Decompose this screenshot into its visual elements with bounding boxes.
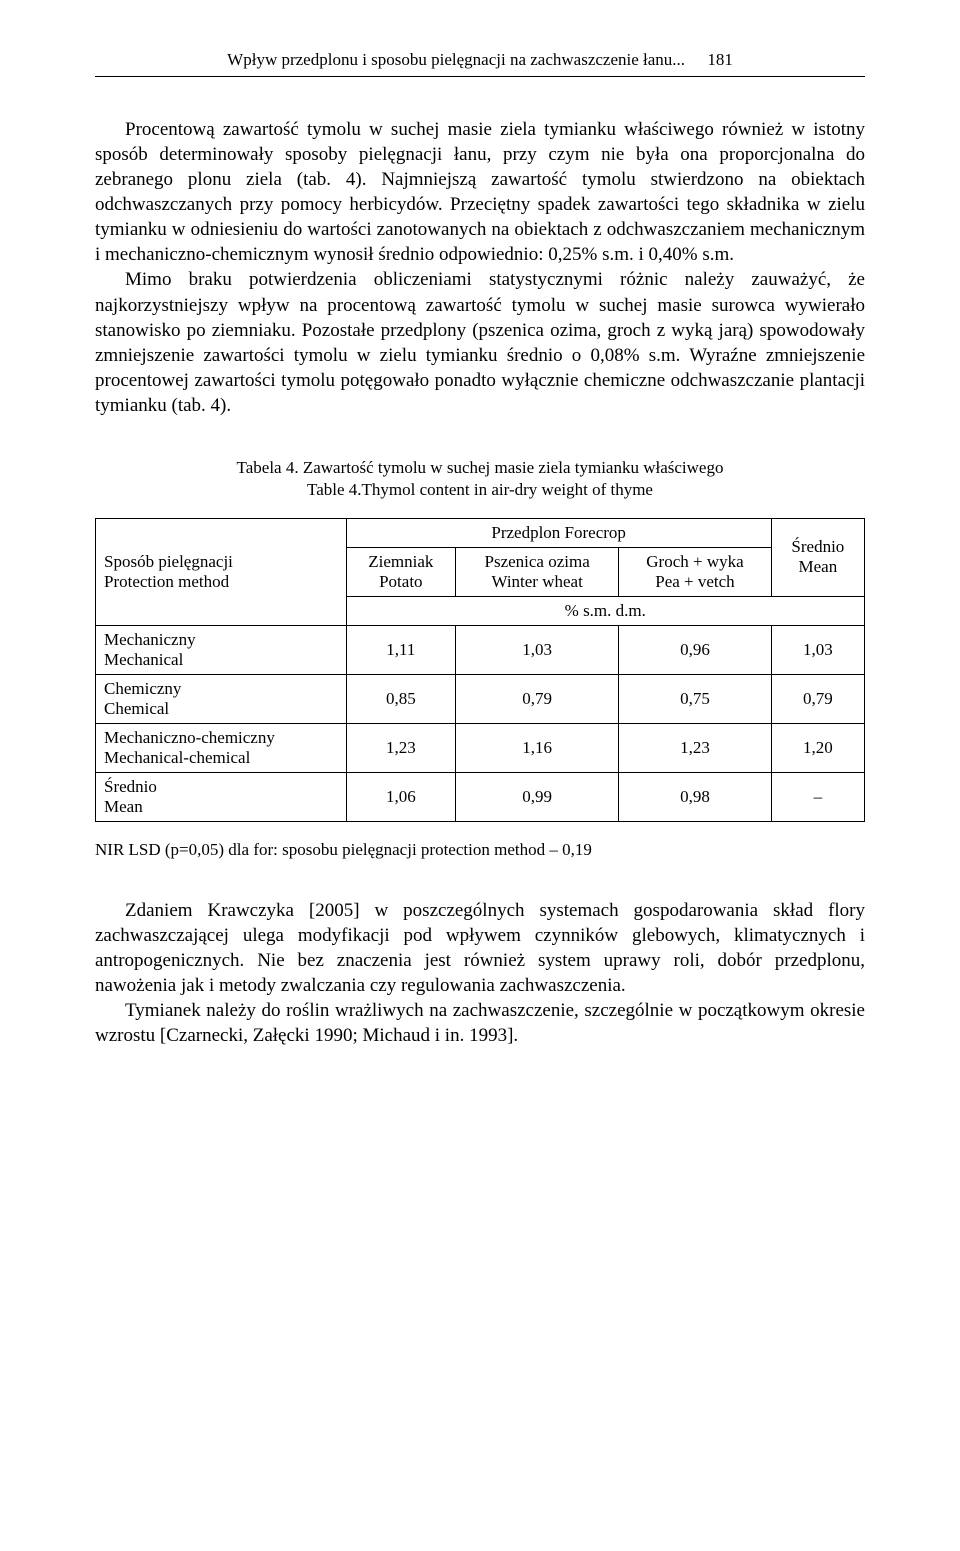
table-cell: 1,16 [456, 723, 619, 772]
row-header-label: Sposób pielęgnacji Protection method [96, 518, 347, 625]
table-cell: 1,20 [771, 723, 864, 772]
paragraph: Procentową zawartość tymolu w suchej mas… [95, 117, 865, 267]
row-label: Chemiczny Chemical [96, 674, 347, 723]
table-cell: 0,79 [456, 674, 619, 723]
paragraph: Tymianek należy do roślin wrażliwych na … [95, 998, 865, 1048]
table-cell: – [771, 772, 864, 821]
table-cell: 0,79 [771, 674, 864, 723]
paragraph: Mimo braku potwierdzenia obliczeniami st… [95, 267, 865, 417]
running-title: Wpływ przedplonu i sposobu pielęgnacji n… [227, 50, 685, 69]
row-label: Mechaniczno-chemiczny Mechanical-chemica… [96, 723, 347, 772]
column-header: Groch + wyka Pea + vetch [619, 547, 772, 596]
table-row: Mechaniczno-chemiczny Mechanical-chemica… [96, 723, 865, 772]
table-cell: 1,03 [771, 625, 864, 674]
data-table: Sposób pielęgnacji Protection method Prz… [95, 518, 865, 822]
table-header-row: Sposób pielęgnacji Protection method Prz… [96, 518, 865, 547]
table-footnote: NIR LSD (p=0,05) dla for: sposobu pielęg… [95, 840, 865, 860]
table-cell: 0,75 [619, 674, 772, 723]
table-caption: Tabela 4. Zawartość tymolu w suchej masi… [95, 458, 865, 478]
table-cell: 0,96 [619, 625, 772, 674]
table-row: Średnio Mean 1,06 0,99 0,98 – [96, 772, 865, 821]
row-label: Średnio Mean [96, 772, 347, 821]
body-text-block-2: Zdaniem Krawczyka [2005] w poszczególnyc… [95, 898, 865, 1048]
table-cell: 0,98 [619, 772, 772, 821]
table-row: Chemiczny Chemical 0,85 0,79 0,75 0,79 [96, 674, 865, 723]
table-cell: 1,11 [346, 625, 456, 674]
page-number: 181 [707, 50, 733, 70]
column-header: Ziemniak Potato [346, 547, 456, 596]
unit-cell: % s.m. d.m. [346, 596, 864, 625]
table-cell: 1,06 [346, 772, 456, 821]
table-cell: 1,23 [619, 723, 772, 772]
body-text-block-1: Procentową zawartość tymolu w suchej mas… [95, 117, 865, 418]
running-header: Wpływ przedplonu i sposobu pielęgnacji n… [95, 50, 865, 70]
table-cell: 1,03 [456, 625, 619, 674]
header-divider [95, 76, 865, 77]
table-cell: 1,23 [346, 723, 456, 772]
row-label: Mechaniczny Mechanical [96, 625, 347, 674]
table-row: Mechaniczny Mechanical 1,11 1,03 0,96 1,… [96, 625, 865, 674]
table-cell: 0,85 [346, 674, 456, 723]
column-header-mean: Średnio Mean [771, 518, 864, 596]
forecrop-header: Przedplon Forecrop [346, 518, 771, 547]
table-cell: 0,99 [456, 772, 619, 821]
paragraph: Zdaniem Krawczyka [2005] w poszczególnyc… [95, 898, 865, 998]
table-subcaption: Table 4.Thymol content in air-dry weight… [95, 480, 865, 500]
column-header: Pszenica ozima Winter wheat [456, 547, 619, 596]
